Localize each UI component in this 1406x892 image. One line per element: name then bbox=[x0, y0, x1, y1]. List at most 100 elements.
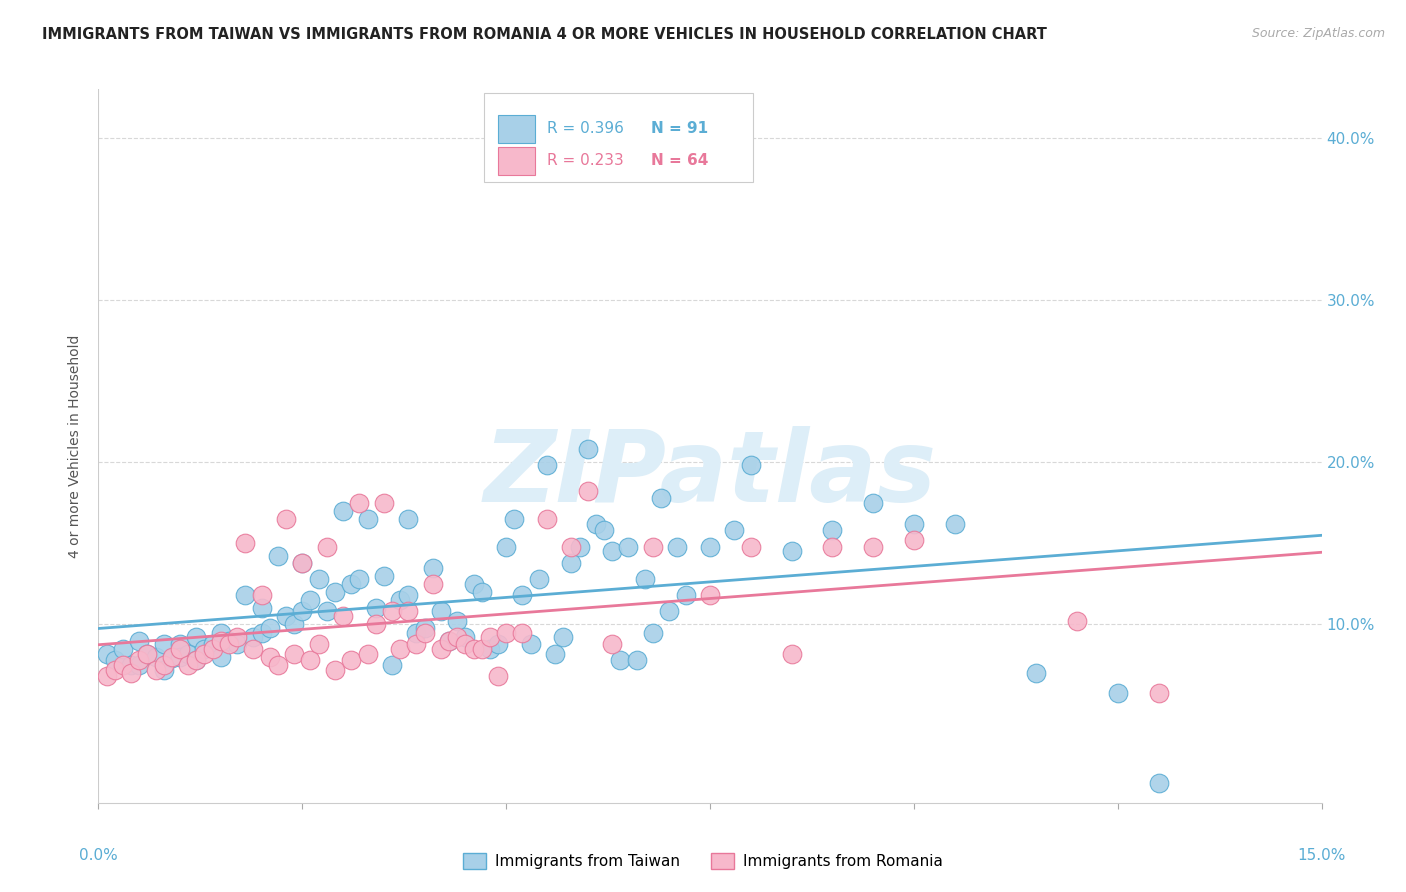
Point bbox=[576, 442, 599, 457]
Point bbox=[396, 512, 419, 526]
Point bbox=[553, 631, 575, 645]
Point bbox=[177, 657, 200, 672]
Point bbox=[699, 540, 721, 554]
Point bbox=[136, 647, 159, 661]
Text: Source: ZipAtlas.com: Source: ZipAtlas.com bbox=[1251, 27, 1385, 40]
Point bbox=[145, 649, 167, 664]
Point bbox=[218, 633, 240, 648]
Point bbox=[291, 604, 314, 618]
Point bbox=[120, 657, 142, 672]
Y-axis label: 4 or more Vehicles in Household: 4 or more Vehicles in Household bbox=[69, 334, 83, 558]
Point bbox=[186, 653, 208, 667]
Point bbox=[209, 649, 232, 664]
Point bbox=[446, 631, 468, 645]
Point bbox=[576, 484, 599, 499]
FancyBboxPatch shape bbox=[484, 93, 752, 182]
Point bbox=[169, 637, 191, 651]
Point bbox=[626, 653, 648, 667]
Point bbox=[283, 617, 305, 632]
Point bbox=[283, 647, 305, 661]
Point bbox=[862, 496, 884, 510]
Point bbox=[186, 653, 208, 667]
Point bbox=[560, 540, 582, 554]
Point bbox=[349, 496, 371, 510]
Point bbox=[128, 633, 150, 648]
Point bbox=[1147, 685, 1170, 699]
Point bbox=[233, 536, 256, 550]
Point bbox=[96, 669, 118, 683]
Point bbox=[209, 633, 232, 648]
Point bbox=[193, 641, 215, 656]
Point bbox=[699, 588, 721, 602]
Point bbox=[128, 653, 150, 667]
Point bbox=[160, 651, 183, 665]
Point bbox=[193, 647, 215, 661]
Text: 15.0%: 15.0% bbox=[1298, 848, 1346, 863]
Point bbox=[209, 625, 232, 640]
Point bbox=[600, 544, 623, 558]
Point bbox=[373, 568, 395, 582]
Point bbox=[536, 458, 558, 473]
Point bbox=[152, 657, 174, 672]
Point bbox=[323, 585, 346, 599]
Point bbox=[242, 641, 264, 656]
Point bbox=[356, 647, 378, 661]
Point bbox=[675, 588, 697, 602]
Point bbox=[641, 625, 664, 640]
Point bbox=[641, 540, 664, 554]
Point bbox=[519, 637, 541, 651]
Point bbox=[177, 647, 200, 661]
Point bbox=[274, 609, 297, 624]
Point bbox=[544, 647, 567, 661]
Point bbox=[463, 577, 485, 591]
Point bbox=[250, 601, 273, 615]
Point bbox=[821, 524, 844, 538]
Text: 0.0%: 0.0% bbox=[79, 848, 118, 863]
Point bbox=[512, 588, 534, 602]
Text: ZIPatlas: ZIPatlas bbox=[484, 426, 936, 523]
Point bbox=[274, 512, 297, 526]
Text: R = 0.396: R = 0.396 bbox=[547, 121, 624, 136]
Point bbox=[259, 621, 281, 635]
Point bbox=[169, 649, 191, 664]
Point bbox=[780, 647, 803, 661]
Point bbox=[267, 549, 290, 564]
Point bbox=[340, 577, 363, 591]
Point bbox=[650, 491, 672, 505]
Point bbox=[503, 512, 526, 526]
Point bbox=[233, 588, 256, 602]
Point bbox=[291, 556, 314, 570]
Point bbox=[478, 641, 501, 656]
Point bbox=[617, 540, 640, 554]
Point bbox=[527, 572, 550, 586]
Point bbox=[323, 663, 346, 677]
Point bbox=[381, 657, 404, 672]
Point bbox=[723, 524, 745, 538]
Point bbox=[136, 647, 159, 661]
Text: N = 64: N = 64 bbox=[651, 153, 709, 169]
Point bbox=[201, 641, 224, 656]
Point bbox=[495, 540, 517, 554]
Point bbox=[903, 533, 925, 547]
Point bbox=[862, 540, 884, 554]
Point bbox=[218, 637, 240, 651]
Point bbox=[593, 524, 616, 538]
Point bbox=[740, 540, 762, 554]
Point bbox=[512, 625, 534, 640]
Point bbox=[430, 604, 453, 618]
Point bbox=[120, 666, 142, 681]
Point bbox=[315, 540, 337, 554]
Point bbox=[585, 516, 607, 531]
Point bbox=[486, 669, 509, 683]
Point bbox=[903, 516, 925, 531]
Point bbox=[495, 625, 517, 640]
Point bbox=[471, 641, 494, 656]
Point bbox=[111, 657, 134, 672]
Point bbox=[740, 458, 762, 473]
Point bbox=[332, 609, 354, 624]
Point bbox=[780, 544, 803, 558]
Text: IMMIGRANTS FROM TAIWAN VS IMMIGRANTS FROM ROMANIA 4 OR MORE VEHICLES IN HOUSEHOL: IMMIGRANTS FROM TAIWAN VS IMMIGRANTS FRO… bbox=[42, 27, 1047, 42]
Point bbox=[340, 653, 363, 667]
Point bbox=[299, 653, 322, 667]
Point bbox=[356, 512, 378, 526]
